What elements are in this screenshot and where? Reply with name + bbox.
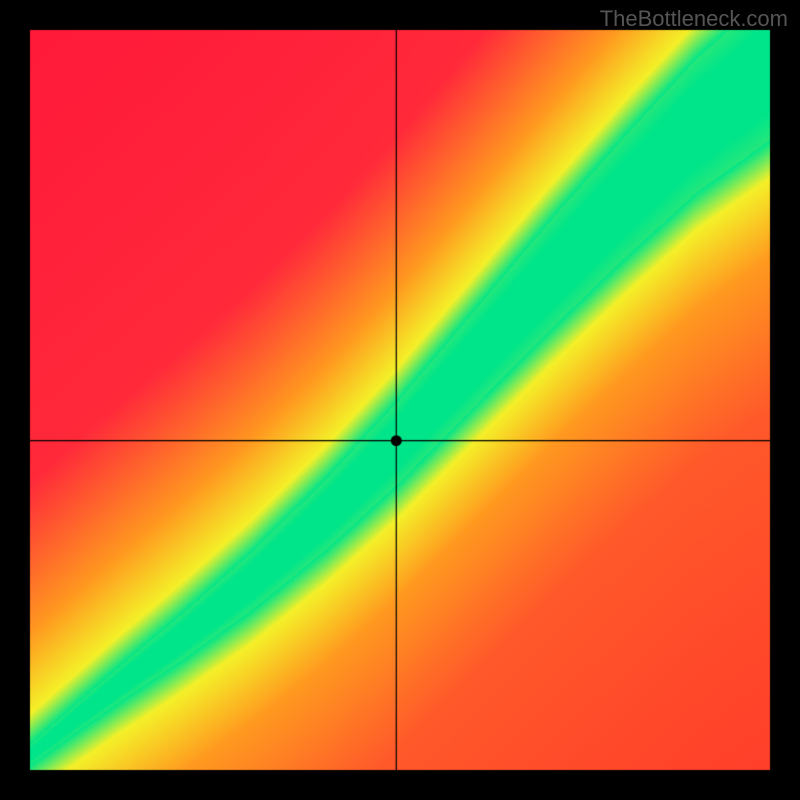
watermark-text: TheBottleneck.com: [600, 6, 788, 32]
chart-container: TheBottleneck.com: [0, 0, 800, 800]
bottleneck-heatmap: [0, 0, 800, 800]
